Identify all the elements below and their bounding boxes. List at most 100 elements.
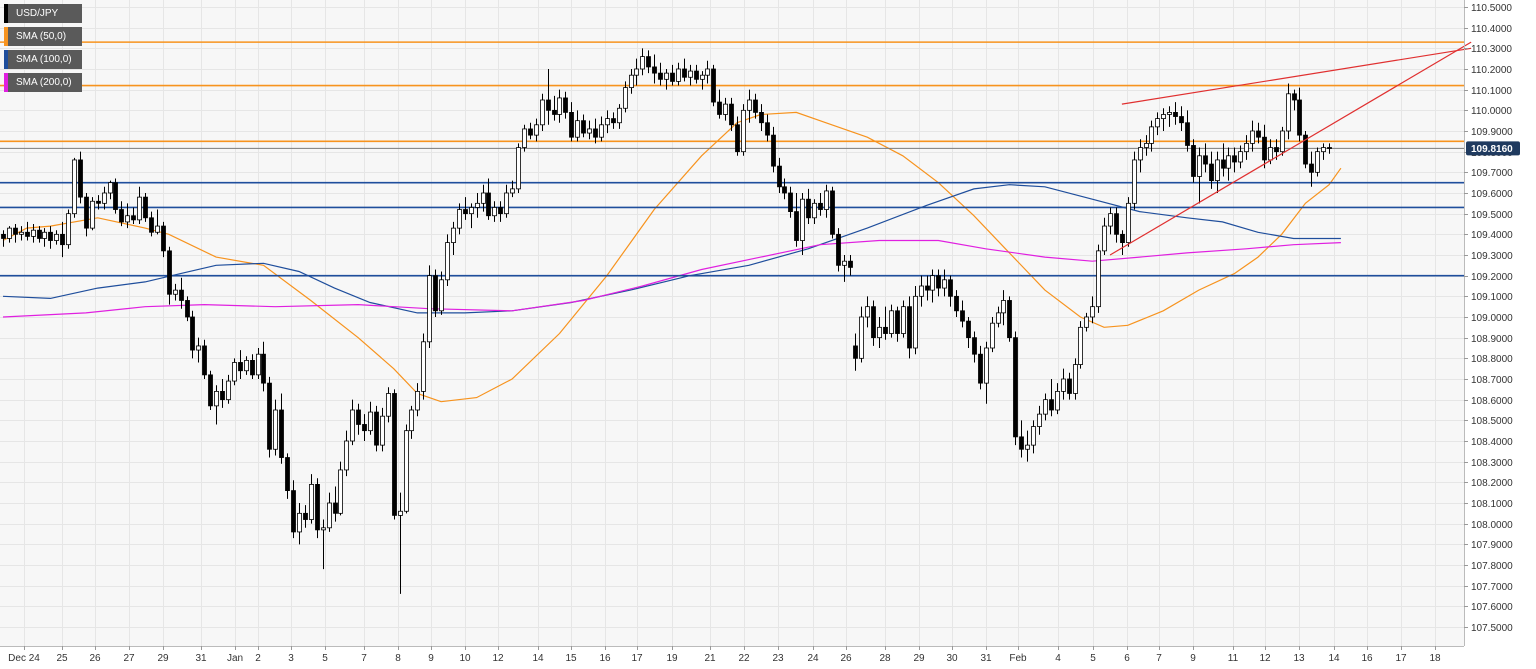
candle (978, 345, 983, 390)
candle (966, 317, 971, 348)
candle-body-down (871, 306, 876, 339)
x-tick-label: 28 (879, 653, 891, 664)
candle (13, 224, 18, 243)
candle-body-up (451, 227, 456, 243)
candle (670, 64, 675, 86)
candle-body-up (605, 118, 610, 126)
candle (563, 91, 568, 119)
candle-body-down (694, 70, 699, 80)
candle-body-up (427, 275, 432, 343)
candle (143, 193, 148, 222)
candle-body-up (996, 312, 1001, 324)
candle-body-up (700, 74, 705, 80)
candle (522, 124, 527, 152)
candle (617, 104, 622, 129)
candle-body-up (66, 213, 71, 246)
candle-body-up (125, 215, 130, 223)
candle-body-down (1173, 112, 1178, 117)
candle (250, 354, 255, 379)
candle (356, 403, 361, 435)
candle (741, 104, 746, 156)
candle-body-down (1309, 163, 1314, 173)
candle-body-up (481, 192, 486, 204)
candle (19, 226, 24, 241)
candle-body-up (338, 469, 343, 514)
legend-item-sma-200[interactable]: SMA (200,0) (4, 73, 82, 92)
candle (990, 317, 995, 353)
candle (1297, 87, 1302, 142)
current-price-tag-bg (1466, 141, 1520, 156)
candle (818, 193, 823, 216)
legend-swatch-sma-50 (4, 27, 8, 46)
candle-body-up (1031, 426, 1036, 446)
candle (705, 60, 710, 84)
candle-body-up (575, 120, 580, 138)
candle (380, 407, 385, 452)
candle-body-down (895, 310, 900, 334)
candle (788, 186, 793, 218)
x-tick-label: 4 (1055, 653, 1061, 664)
candle-body-up (1250, 130, 1255, 144)
candle (25, 221, 30, 241)
x-tick-label: 12 (492, 653, 504, 664)
candle-body-down (729, 103, 734, 126)
candle (765, 114, 770, 142)
candle (901, 300, 906, 338)
candle (1161, 108, 1166, 131)
x-tick-label: 9 (428, 653, 434, 664)
candle (528, 122, 533, 140)
candle-body-down (433, 275, 438, 312)
candle (42, 228, 47, 247)
candle (907, 296, 912, 359)
candle-body-up (297, 512, 302, 533)
candle (333, 486, 338, 522)
candle (629, 69, 634, 94)
candle-body-up (108, 182, 113, 194)
candle-body-up (865, 306, 870, 318)
candle-body-down (581, 120, 586, 134)
candle (303, 505, 308, 528)
candle-body-up (664, 72, 669, 80)
candle-body-up (534, 124, 539, 136)
legend-item-usdjpy[interactable]: USD/JPY (4, 4, 82, 23)
candle (463, 197, 468, 220)
trendlines (1109, 41, 1472, 256)
candle-body-down (149, 217, 154, 233)
candle (1149, 120, 1154, 152)
candle-body-down (143, 196, 148, 219)
candle (137, 186, 142, 224)
candle (972, 331, 977, 363)
candle-body-down (546, 99, 551, 111)
candle-body-up (398, 510, 403, 516)
candle-body-up (1025, 444, 1030, 450)
candle-body-down (1209, 163, 1214, 181)
candle-body-down (96, 200, 101, 204)
candle-body-up (492, 207, 497, 217)
candle (1203, 143, 1208, 173)
candle (806, 188, 811, 224)
candle-body-up (1102, 225, 1107, 252)
candle (451, 221, 456, 255)
candle (84, 193, 89, 237)
x-tick-label: 17 (631, 653, 643, 664)
grid (0, 0, 1464, 646)
candle-body-down (1303, 134, 1308, 165)
candle (830, 186, 835, 239)
x-tick-label: Jan (227, 653, 243, 664)
candle-body-down (1049, 399, 1054, 411)
current-price-value: 109.8160 (1471, 144, 1513, 155)
trendline-0 (1121, 47, 1472, 105)
candle-body-down (362, 424, 367, 432)
legend-item-sma-100[interactable]: SMA (100,0) (4, 50, 82, 69)
candle (1167, 106, 1172, 127)
y-tick-label: 108.6000 (1471, 396, 1513, 407)
candle (214, 385, 219, 425)
y-tick-label: 108.9000 (1471, 334, 1513, 345)
legend-item-sma-50[interactable]: SMA (50,0) (4, 27, 82, 46)
candle-body-up (214, 390, 219, 407)
candle (1309, 151, 1314, 187)
candle-body-down (1232, 155, 1237, 163)
x-tick-label: 11 (1228, 653, 1239, 664)
candle-body-up (232, 362, 237, 382)
candle-body-up (623, 87, 628, 109)
